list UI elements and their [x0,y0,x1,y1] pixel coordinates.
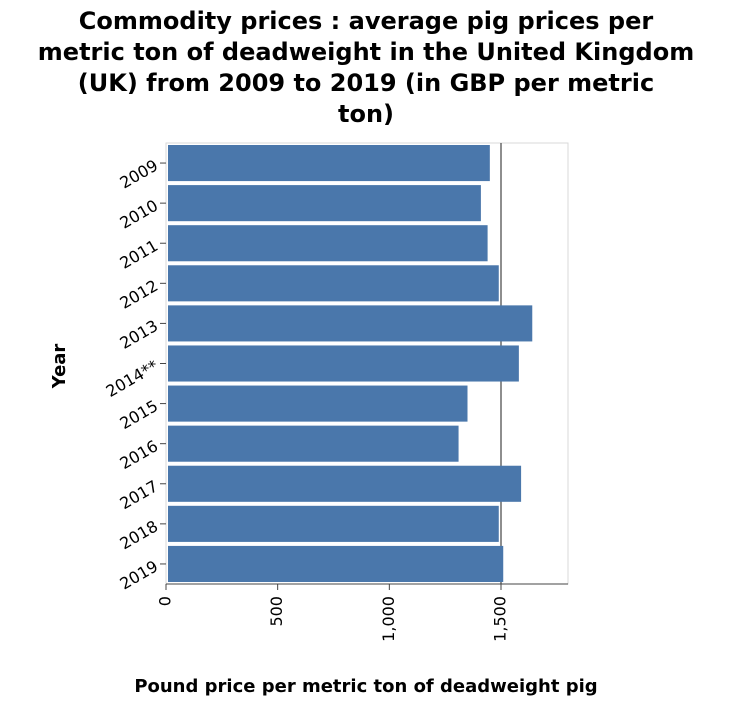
chart-title-line: (UK) from 2009 to 2019 (in GBP per metri… [77,69,655,97]
bar [168,305,533,342]
x-tick-label: 0 [156,596,175,606]
chart-title: Commodity prices : average pig prices pe… [0,6,732,130]
y-tick-label: 2017 [116,476,161,513]
x-axis-label: Pound price per metric ton of deadweight… [134,676,598,697]
y-tick-label: 2019 [116,557,161,594]
bar [168,345,519,382]
bar [168,225,488,262]
bar [168,385,468,422]
y-tick-label: 2014** [103,356,162,401]
y-axis-label: Year [49,344,70,390]
chart-title-line: ton) [337,100,394,128]
bar [168,545,504,582]
bar [168,185,481,222]
x-ticks: 0 500 1,000 1,500 [156,584,510,642]
bar [168,425,459,462]
y-tick-label: 2010 [116,196,161,233]
x-tick-label: 1,000 [379,596,398,642]
y-tick-label: 2015 [116,396,161,433]
chart-title-line: metric ton of deadweight in the United K… [37,38,695,66]
bar [168,505,499,542]
y-tick-label: 2011 [116,236,161,273]
chart-title-line: Commodity prices : average pig prices pe… [78,7,654,35]
bar [168,465,522,502]
x-tick-label: 500 [267,596,286,627]
x-tick-label: 1,500 [491,596,510,642]
bars [168,145,533,582]
y-tick-label: 2009 [116,156,161,193]
y-tick-label: 2016 [116,436,161,473]
bar [168,145,490,182]
y-tick-label: 2013 [116,316,161,353]
bar [168,265,499,302]
y-tick-label: 2018 [116,517,161,554]
y-tick-label: 2012 [116,276,161,313]
